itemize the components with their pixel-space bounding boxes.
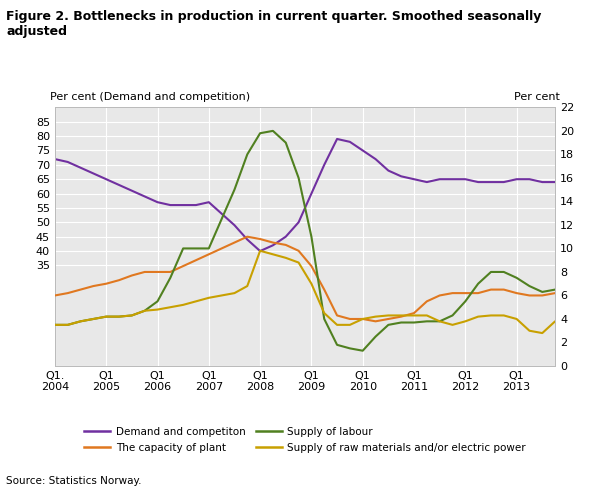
Text: Per cent (Demand and competition): Per cent (Demand and competition) <box>50 92 250 102</box>
Text: Figure 2. Bottlenecks in production in current quarter. Smoothed seasonally
adju: Figure 2. Bottlenecks in production in c… <box>6 10 542 38</box>
Text: Per cent: Per cent <box>514 92 560 102</box>
Legend: Demand and competiton, The capacity of plant, Supply of labour, Supply of raw ma: Demand and competiton, The capacity of p… <box>80 423 530 457</box>
Text: Source: Statistics Norway.: Source: Statistics Norway. <box>6 476 142 486</box>
